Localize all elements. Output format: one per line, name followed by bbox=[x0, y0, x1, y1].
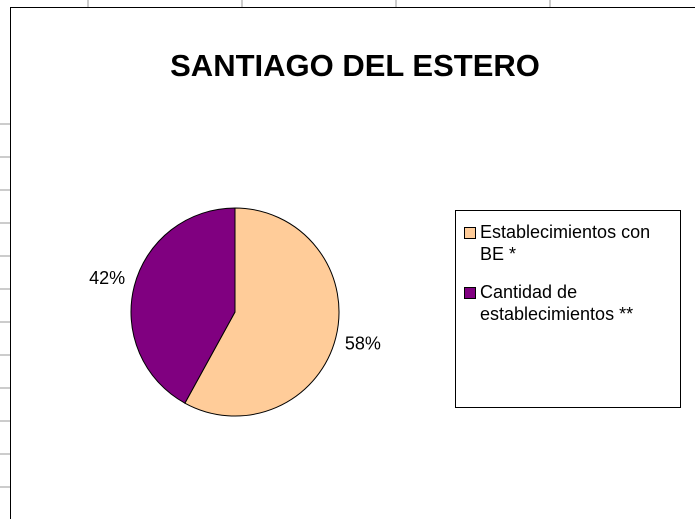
pie-slice bbox=[184, 207, 340, 417]
legend-swatch bbox=[464, 227, 476, 239]
data-label: 42% bbox=[89, 268, 125, 288]
pie-slice bbox=[130, 207, 236, 404]
legend-label: Establecimientos con BE * bbox=[480, 222, 651, 264]
legend: Establecimientos con BE * Cantidad de est… bbox=[455, 210, 681, 408]
legend-label: Cantidad de establecimientos ** bbox=[480, 282, 634, 324]
legend-item: Establecimientos con BE * bbox=[464, 221, 676, 265]
legend-item: Cantidad de establecimientos ** bbox=[464, 281, 676, 325]
chart-title: SANTIAGO DEL ESTERO bbox=[170, 48, 540, 83]
sheet-grid bbox=[0, 0, 551, 488]
legend-swatch bbox=[464, 287, 476, 299]
data-label: 58% bbox=[345, 334, 381, 354]
